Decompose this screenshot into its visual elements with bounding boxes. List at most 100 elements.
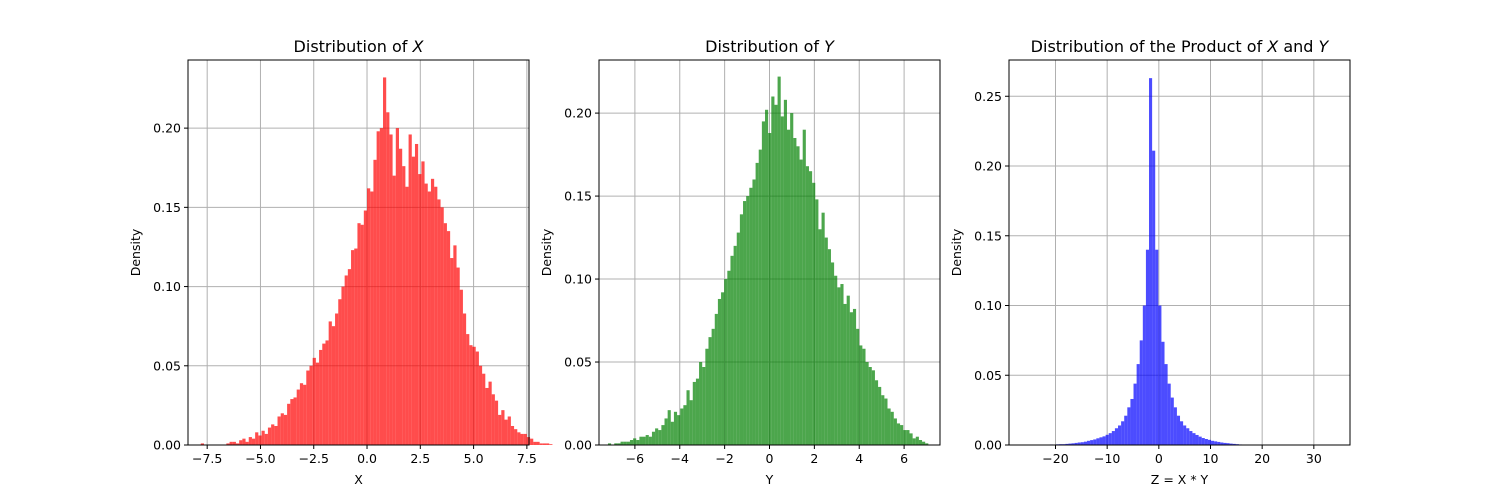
histogram-bar: [478, 365, 483, 445]
x-tick-label: 2.5: [410, 451, 430, 466]
histogram-bar: [743, 201, 747, 445]
histogram-bar: [235, 443, 240, 445]
histogram-bar: [434, 186, 438, 446]
histogram-bar: [890, 411, 894, 445]
histogram-bar: [1201, 438, 1205, 445]
histogram-bar: [351, 250, 355, 445]
histogram-bar: [347, 269, 352, 445]
histogram-bar: [459, 289, 463, 445]
histogram-bar: [906, 430, 910, 445]
histogram-bar: [730, 255, 734, 445]
histogram-bar: [1198, 436, 1202, 445]
histogram-bar: [727, 270, 731, 445]
histogram-bar: [472, 346, 476, 445]
histogram-bar: [1232, 443, 1236, 445]
histogram-bar: [1149, 78, 1153, 445]
histogram-bar: [827, 249, 831, 445]
histogram-bar: [424, 183, 428, 445]
y-tick-label: 0.20: [564, 106, 592, 121]
histogram-bar: [354, 248, 358, 445]
x-tick-label: −5.0: [245, 451, 275, 466]
histogram-bar: [1142, 305, 1146, 445]
x-tick-label: −10: [1094, 451, 1120, 466]
histogram-bar: [373, 159, 377, 445]
histogram-bar: [1090, 440, 1094, 445]
histogram-bar: [1074, 442, 1078, 445]
chart-title: Distribution of X: [294, 37, 425, 56]
y-tick-label: 0.15: [564, 189, 592, 204]
histogram-bar: [749, 187, 753, 446]
histogram-bar: [633, 438, 637, 445]
histogram-bar: [1080, 442, 1084, 445]
histogram-bar: [746, 196, 750, 445]
histogram-bar: [620, 441, 624, 445]
histogram-bar: [523, 433, 527, 445]
histogram-bar: [1108, 433, 1112, 445]
histogram-bar: [1071, 443, 1075, 445]
histogram-bar: [1217, 441, 1221, 445]
histogram-bar: [248, 437, 252, 445]
histogram-bar: [331, 326, 336, 445]
y-tick-label: 0.15: [153, 200, 181, 215]
y-tick-label: 0.05: [153, 358, 181, 373]
histogram-bar: [1186, 428, 1190, 445]
x-tick-label: 6: [900, 451, 908, 466]
y-tick-label: 0.05: [974, 368, 1002, 383]
histogram-bar: [1176, 415, 1181, 445]
histogram-bar: [1118, 425, 1122, 445]
histogram-bar: [689, 400, 693, 445]
histogram-bar: [338, 299, 342, 445]
x-tick-label: −7.5: [192, 451, 222, 466]
histogram-bar: [1192, 433, 1196, 445]
histogram-bar: [1083, 441, 1088, 445]
title-text: Distribution of: [294, 37, 413, 56]
histogram-bar: [430, 178, 435, 446]
histogram-bar: [482, 373, 486, 445]
histogram-bar: [617, 443, 621, 445]
histogram-bar: [341, 286, 345, 445]
histogram-bar: [1127, 407, 1131, 445]
histogram-bar: [805, 166, 809, 445]
histogram-bar: [1155, 249, 1159, 445]
histogram-bar: [664, 418, 668, 445]
x-tick-label: 30: [1306, 451, 1322, 466]
histogram-bar: [1105, 434, 1109, 445]
histogram-bar: [526, 437, 531, 445]
histogram-bar: [1111, 431, 1115, 445]
histogram-bar: [705, 348, 709, 445]
histogram-bar: [1195, 434, 1199, 445]
histogram-bar: [421, 161, 425, 445]
histogram-bar: [360, 224, 364, 445]
histogram-bar: [261, 430, 265, 445]
histogram-bar: [200, 443, 204, 445]
histogram-bar: [466, 334, 470, 445]
histogram-bar: [498, 414, 502, 445]
histogram-bar: [514, 429, 518, 445]
histogram-bar: [411, 156, 415, 445]
histogram-bar: [446, 231, 451, 445]
histogram-bar: [1220, 442, 1224, 445]
x-tick-label: 20: [1254, 451, 1270, 466]
histogram-bar: [245, 441, 249, 445]
histogram-bar: [840, 284, 844, 445]
histogram-bar: [271, 424, 275, 445]
histogram-bar: [667, 410, 671, 445]
histogram-bar: [812, 182, 816, 445]
histogram-bar: [1087, 440, 1091, 445]
histogram-bar: [1114, 428, 1119, 445]
histogram-bar: [912, 438, 916, 445]
histogram-bar: [636, 440, 640, 445]
y-tick-label: 0.15: [974, 228, 1002, 243]
histogram-bar: [325, 340, 329, 445]
axes-frame: [1008, 59, 1351, 446]
histogram-bar: [1183, 425, 1187, 445]
histogram-bar: [303, 384, 307, 445]
histogram-bar: [274, 425, 278, 445]
histogram-bar: [453, 245, 457, 445]
histogram-bar: [686, 390, 690, 445]
y-tick-label: 0.10: [153, 279, 181, 294]
histogram-bar: [296, 389, 300, 445]
histogram-bar: [673, 411, 678, 445]
histogram-bar: [884, 398, 888, 445]
x-tick-label: 2: [810, 451, 818, 466]
